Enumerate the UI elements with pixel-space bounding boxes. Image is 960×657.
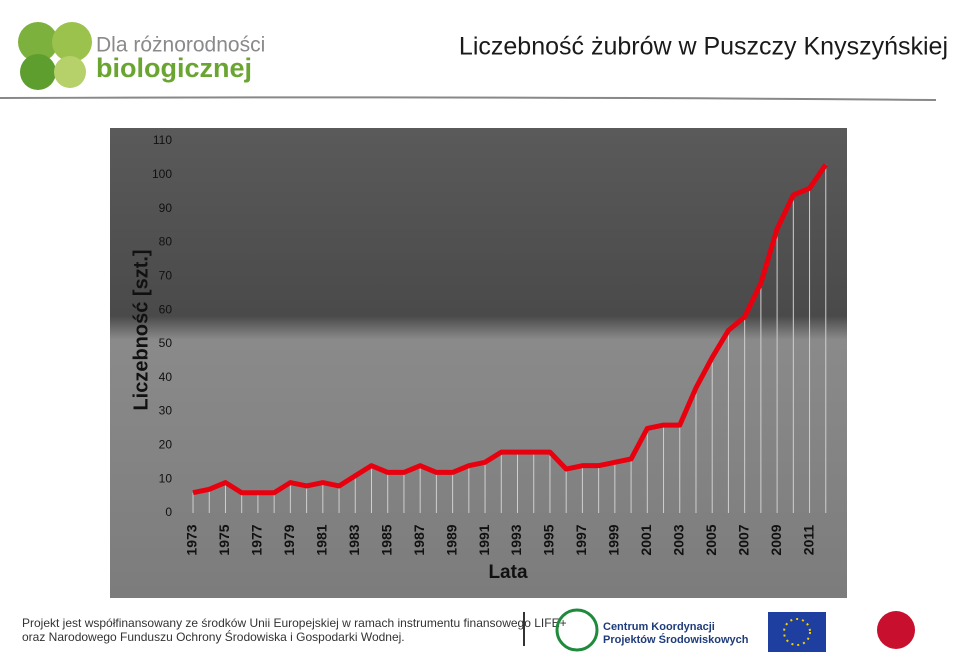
x-tick-label: 1979 <box>281 524 297 555</box>
x-tick-label: 1999 <box>606 524 622 555</box>
ckps-text: Centrum Koordynacji <box>603 621 715 633</box>
lp-logo <box>555 608 599 652</box>
x-tick-label: 1981 <box>314 524 330 555</box>
x-tick-label: 1997 <box>573 524 589 555</box>
y-tick-label: 10 <box>159 471 173 485</box>
y-tick-label: 20 <box>159 438 173 452</box>
footer-text: Projekt jest współfinansowany ze środków… <box>22 616 567 630</box>
x-tick-label: 1987 <box>411 524 427 555</box>
x-tick-label: 2005 <box>703 524 719 555</box>
x-tick-label: 1995 <box>541 524 557 555</box>
y-tick-label: 110 <box>153 133 172 147</box>
x-axis-title: Lata <box>488 562 528 583</box>
x-tick-label: 2007 <box>735 524 751 555</box>
x-tick-label: 2001 <box>638 524 654 555</box>
x-tick-label: 2003 <box>670 524 686 555</box>
x-tick-label: 1989 <box>443 524 459 555</box>
footer-text: oraz Narodowego Funduszu Ochrony Środowi… <box>22 629 405 644</box>
logo-text: Dla różnorodności <box>96 34 265 57</box>
y-tick-label: 100 <box>152 167 172 181</box>
x-tick-label: 1975 <box>216 524 232 555</box>
y-tick-label: 60 <box>159 302 173 316</box>
logo-text: biologicznej <box>96 53 252 83</box>
divider <box>0 96 937 101</box>
y-tick-label: 50 <box>159 336 173 350</box>
y-tick-label: 40 <box>159 370 173 384</box>
chart-background <box>110 128 847 598</box>
y-tick-label: 30 <box>159 404 173 418</box>
plot: 0 10 20 30 40 50 60 70 80 90 100 110 1973 1975 1977 197… <box>152 133 828 556</box>
y-axis-title: Liczebność [szt.] <box>130 249 152 410</box>
x-tick-label: 1985 <box>378 524 394 555</box>
data-line <box>192 163 828 496</box>
x-tick-label: 1983 <box>346 524 362 555</box>
logo <box>18 22 92 90</box>
y-tick-label: 0 <box>165 505 172 519</box>
eu-stars <box>783 618 811 646</box>
x-tick-label: 1993 <box>508 524 524 555</box>
y-tick-label: 80 <box>159 235 173 249</box>
nfos-logo <box>877 611 915 649</box>
ckps-text: Projektów Środowiskowych <box>603 633 749 646</box>
slide-title: Liczebność żubrów w Puszczy Knyszyńskiej <box>459 33 948 61</box>
x-tick-label: 1991 <box>476 524 492 555</box>
x-tick-label: 1977 <box>249 524 265 555</box>
y-tick-label: 70 <box>159 268 173 282</box>
x-tick-label: 2009 <box>768 524 784 555</box>
y-tick-label: 90 <box>159 201 173 215</box>
x-tick-label: 2011 <box>800 525 816 556</box>
x-tick-label: 1973 <box>184 524 200 555</box>
